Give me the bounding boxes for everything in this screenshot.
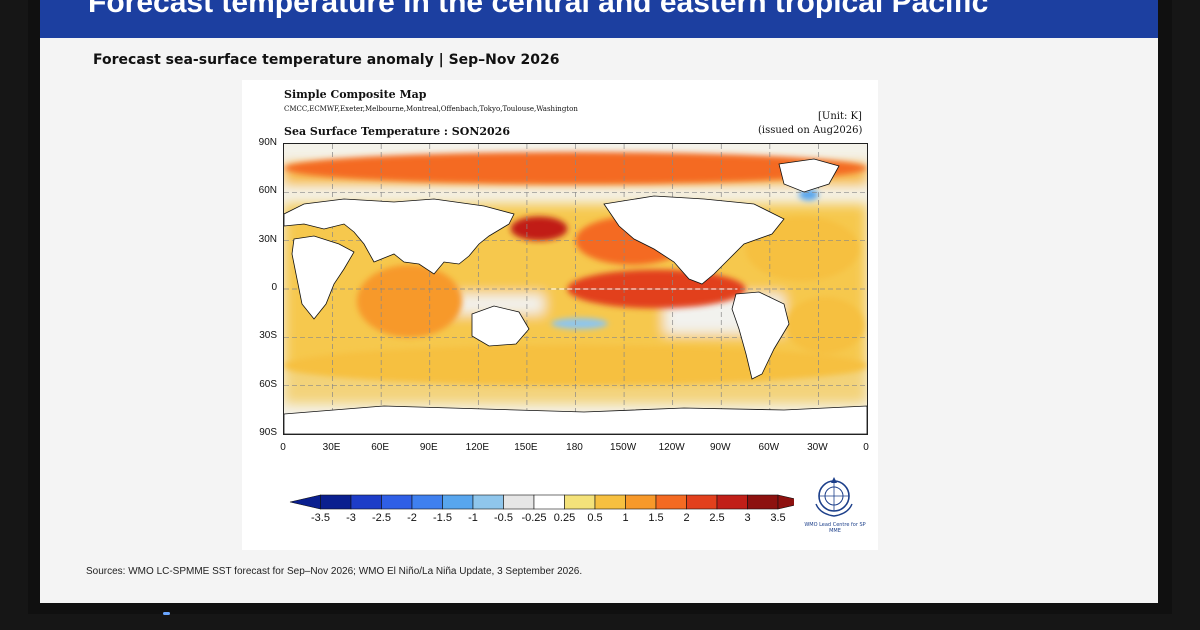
antarctica-landmass	[284, 405, 867, 434]
north-america-landmass	[603, 195, 785, 285]
colorbar-label: 2.5	[709, 512, 725, 524]
colorbar-segment-10	[625, 494, 657, 510]
anomaly-region-6	[745, 216, 859, 281]
y-tick-label: 90N	[258, 137, 277, 148]
figure-issued: (issued on Aug2026)	[758, 125, 863, 136]
power-led	[163, 612, 170, 615]
colorbar-segment-4	[442, 494, 474, 510]
colorbar-segment-1	[350, 494, 382, 510]
colorbar-label: -2	[407, 512, 417, 524]
colorbar-label: 3.5	[770, 512, 786, 524]
x-tick-label: 180	[566, 442, 583, 453]
y-tick-label: 90S	[259, 427, 277, 438]
x-tick-label: 0	[280, 442, 286, 453]
figure-models: CMCC,ECMWF,Exeter,Melbourne,Montreal,Off…	[284, 105, 578, 113]
greenland-landmass	[778, 158, 840, 193]
africa-landmass	[291, 235, 355, 320]
anomaly-region-3	[510, 216, 568, 241]
x-tick-label: 120E	[465, 442, 489, 453]
eurasia-landmass	[284, 198, 515, 275]
colorbar-arrow-left	[289, 494, 321, 510]
colorbar-label: -3	[346, 512, 356, 524]
slide-subtitle: Forecast sea-surface temperature anomaly…	[93, 52, 560, 68]
colorbar-segment-11	[655, 494, 687, 510]
y-tick-label: 0	[271, 282, 277, 293]
anomaly-region-5	[786, 297, 864, 354]
colorbar-segment-14	[747, 494, 779, 510]
wmo-emblem-icon	[815, 477, 853, 517]
sources-note: Sources: WMO LC-SPMME SST forecast for S…	[86, 566, 583, 577]
colorbar-label: 0.25	[553, 512, 576, 524]
slide-title-bar: Forecast temperature in the central and …	[40, 0, 1158, 38]
map-title: Sea Surface Temperature : SON2026	[284, 125, 510, 138]
x-tick-label: 150E	[514, 442, 538, 453]
colorbar-label: -2.5	[372, 512, 391, 524]
x-tick-label: 60E	[371, 442, 390, 453]
colorbar-label: 3	[744, 512, 751, 524]
x-tick-label: 60W	[758, 442, 780, 453]
colorbar-segment-3	[411, 494, 443, 510]
colorbar-segment-9	[594, 494, 626, 510]
colorbar-label: -0.5	[494, 512, 513, 524]
colorbar-segment-7	[533, 494, 565, 510]
y-tick-label: 60N	[258, 185, 277, 197]
australia-landmass	[471, 305, 530, 347]
x-tick-label: 90E	[419, 442, 438, 453]
land-layer	[284, 158, 867, 434]
x-tick-label: 120W	[658, 442, 685, 453]
colorbar-label: -1	[468, 512, 478, 524]
anomaly-region-4	[356, 264, 463, 338]
wmo-caption: WMO Lead Centre for SP MME	[804, 522, 866, 534]
figure-header: Simple Composite Map	[284, 88, 427, 101]
colorbar-label: -0.25	[521, 512, 547, 524]
colorbar-label: -3.5	[311, 512, 330, 524]
south-america-landmass	[731, 291, 790, 380]
sst-map	[283, 143, 868, 435]
anomaly-region-8	[551, 318, 608, 330]
colorbar-segment-2	[381, 494, 413, 510]
colorbar-segment-12	[686, 494, 718, 510]
colorbar-arrow-right	[777, 494, 794, 510]
x-tick-label: 150W	[610, 442, 637, 453]
colorbar-segment-0	[320, 494, 352, 510]
sst-map-svg	[284, 144, 867, 434]
colorbar-label: 1.5	[648, 512, 664, 524]
colorbar-label: 1	[622, 512, 629, 524]
colorbar-label: 0.5	[587, 512, 603, 524]
colorbar-label: -1.5	[433, 512, 452, 524]
colorbar-segment-5	[472, 494, 504, 510]
y-tick-label: 30N	[258, 233, 277, 245]
x-tick-label: 90W	[709, 442, 731, 453]
x-tick-label: 0	[863, 442, 869, 453]
colorbar-segment-6	[503, 494, 535, 510]
colorbar-segment-13	[716, 494, 748, 510]
colorbar	[289, 494, 794, 510]
x-tick-label: 30W	[807, 442, 828, 453]
x-tick-label: 30E	[322, 442, 341, 453]
colorbar-label: 2	[683, 512, 690, 524]
slide-title: Forecast temperature in the central and …	[88, 0, 989, 19]
y-tick-label: 30S	[259, 330, 277, 342]
colorbar-segment-8	[564, 494, 596, 510]
figure-unit: [Unit: K]	[818, 111, 862, 122]
y-tick-label: 60S	[259, 378, 277, 390]
